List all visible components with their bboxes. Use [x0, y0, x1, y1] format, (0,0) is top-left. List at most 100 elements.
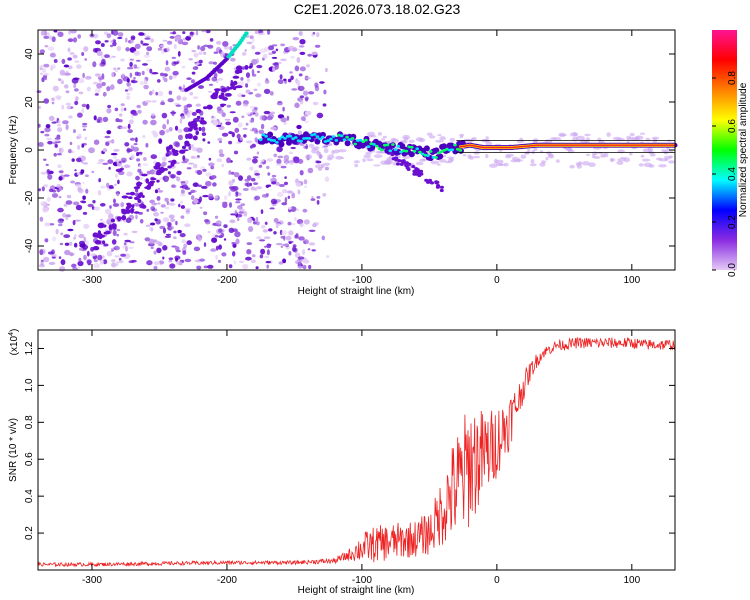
spectral-blob [92, 81, 99, 85]
spectral-blob [239, 136, 244, 141]
spectral-blob [173, 230, 177, 234]
spectral-blob [195, 109, 202, 114]
spectral-blob [75, 204, 83, 211]
spectral-blob [426, 132, 433, 136]
spectral-blob [118, 119, 123, 123]
spectral-blob [175, 249, 181, 253]
spectral-blob [97, 231, 102, 235]
ridge-mark [361, 140, 366, 144]
spectral-blob [52, 141, 58, 145]
spectral-blob [245, 72, 251, 78]
ridge-mark [420, 152, 425, 156]
spectral-blob [47, 140, 53, 145]
spectral-blob [67, 38, 74, 43]
spectral-blob [101, 58, 106, 65]
spectral-blob [40, 130, 45, 134]
ridge-mark [344, 140, 351, 147]
spectral-blob [254, 112, 259, 117]
spectral-blob [113, 156, 117, 159]
spectral-blob [164, 66, 171, 72]
spectral-blob [191, 79, 195, 84]
spectral-blob [192, 135, 198, 141]
spectral-blob [271, 181, 277, 185]
spectral-blob [260, 159, 265, 162]
spectral-blob [76, 172, 81, 176]
spectral-blob [183, 105, 187, 108]
spectral-blob [426, 180, 430, 184]
spectral-blob [67, 47, 71, 53]
spectral-blob [145, 143, 149, 148]
spectral-blob [162, 227, 167, 234]
spectral-blob [97, 116, 103, 121]
spectral-blob [237, 205, 243, 210]
spectral-blob [66, 104, 71, 110]
spectral-blob [259, 239, 266, 242]
spectral-blob [459, 135, 463, 139]
spectral-blob [311, 249, 316, 252]
spectral-blob [245, 122, 249, 126]
spectral-blob [274, 64, 280, 70]
ridge-mark [358, 138, 363, 142]
spectral-blob [68, 148, 72, 154]
spectral-blob [53, 30, 58, 33]
snr-panel: -300 -200 -100 0 100 0.2 0.4 0.6 0.8 1.0 1.2 Heig… [8, 329, 676, 596]
spectral-blob [363, 154, 371, 159]
spectral-blob [149, 199, 155, 204]
spectral-blob [180, 189, 185, 195]
spectral-blob [254, 173, 261, 176]
spectral-blob [60, 232, 64, 236]
spectral-blob [43, 63, 50, 68]
spectral-blob [111, 259, 116, 263]
spectral-blob [146, 46, 153, 52]
y-tick-label: 1.0 [24, 378, 35, 392]
spectrogram-x-label: Height of straight line (km) [298, 286, 415, 297]
spectral-blob [606, 132, 611, 138]
spectral-blob [123, 232, 128, 236]
spectral-blob [308, 143, 315, 148]
spectral-blob [241, 94, 246, 98]
ridge-mark [428, 150, 433, 153]
spectral-blob [256, 64, 263, 69]
spectral-blob [640, 154, 645, 158]
spectral-blob [86, 250, 90, 257]
ridge-mark [315, 135, 320, 139]
spectral-blob [162, 156, 167, 162]
spectral-blob [243, 134, 247, 138]
spectral-blob [166, 119, 169, 125]
spectral-blob [382, 135, 387, 139]
spectral-blob [251, 45, 256, 50]
spectral-blob [124, 239, 131, 243]
spectral-blob [208, 157, 212, 161]
spectral-blob [186, 77, 192, 80]
spectral-blob [58, 176, 63, 181]
spectral-blob [64, 249, 71, 256]
spectral-blob [65, 124, 69, 131]
spectral-blob [530, 159, 535, 164]
spectral-blob [221, 112, 226, 118]
y-tick-label: 40 [24, 48, 35, 60]
spectral-blob [234, 85, 240, 89]
spectral-blob [291, 223, 296, 226]
spectral-blob [412, 172, 417, 176]
spectral-blob [64, 84, 69, 89]
spectral-blob [220, 232, 225, 238]
spectral-blob [205, 172, 212, 177]
spectral-blob [43, 158, 47, 161]
spectral-blob [472, 155, 481, 159]
spectral-blob [214, 88, 221, 92]
spectral-blob [120, 58, 125, 62]
spectral-blob [246, 77, 251, 83]
spectral-blob [253, 221, 257, 225]
spectral-blob [82, 211, 88, 215]
spectral-blob [292, 37, 300, 41]
spectral-blob [133, 64, 138, 69]
spectral-blob [110, 152, 118, 156]
spectral-blob [207, 90, 213, 93]
spectral-blob [373, 154, 383, 159]
spectral-blob [212, 120, 219, 126]
x-tick-label: -100 [352, 275, 372, 286]
spectral-blob [76, 157, 82, 163]
spectral-blob [98, 159, 105, 162]
spectral-blob [232, 75, 240, 79]
